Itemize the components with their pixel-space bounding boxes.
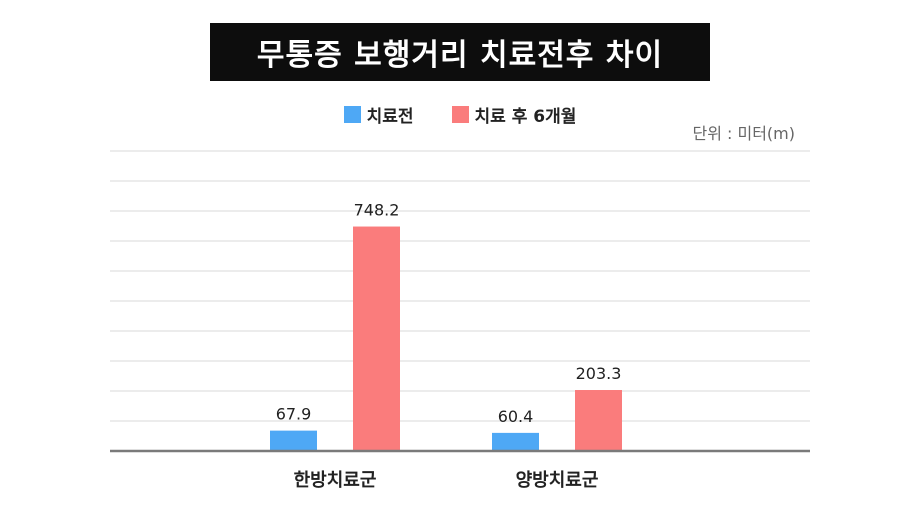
unit-label: 단위 : 미터(m) (692, 124, 795, 143)
category-label: 한방치료군 (294, 470, 377, 491)
category-label: 양방치료군 (516, 470, 599, 491)
bar-after-0 (353, 226, 400, 451)
data-label: 203.3 (576, 364, 622, 383)
legend-label-after: 치료 후 6개월 (474, 107, 577, 127)
legend-swatch-before (343, 106, 361, 123)
legend-item-after: 치료 후 6개월 (451, 102, 577, 127)
bar-before-0 (270, 430, 317, 451)
data-label: 748.2 (354, 201, 400, 220)
data-label: 67.9 (276, 405, 312, 424)
legend-swatch-after (451, 106, 469, 123)
legend: 치료전 치료 후 6개월 (0, 102, 920, 127)
legend-item-before: 치료전 (343, 102, 414, 127)
bar-after-1 (575, 390, 622, 451)
data-label: 60.4 (498, 407, 534, 426)
bar-before-1 (492, 432, 539, 451)
chart-title: 무통증 보행거리 치료전후 차이 (210, 23, 710, 81)
legend-label-before: 치료전 (366, 107, 414, 127)
